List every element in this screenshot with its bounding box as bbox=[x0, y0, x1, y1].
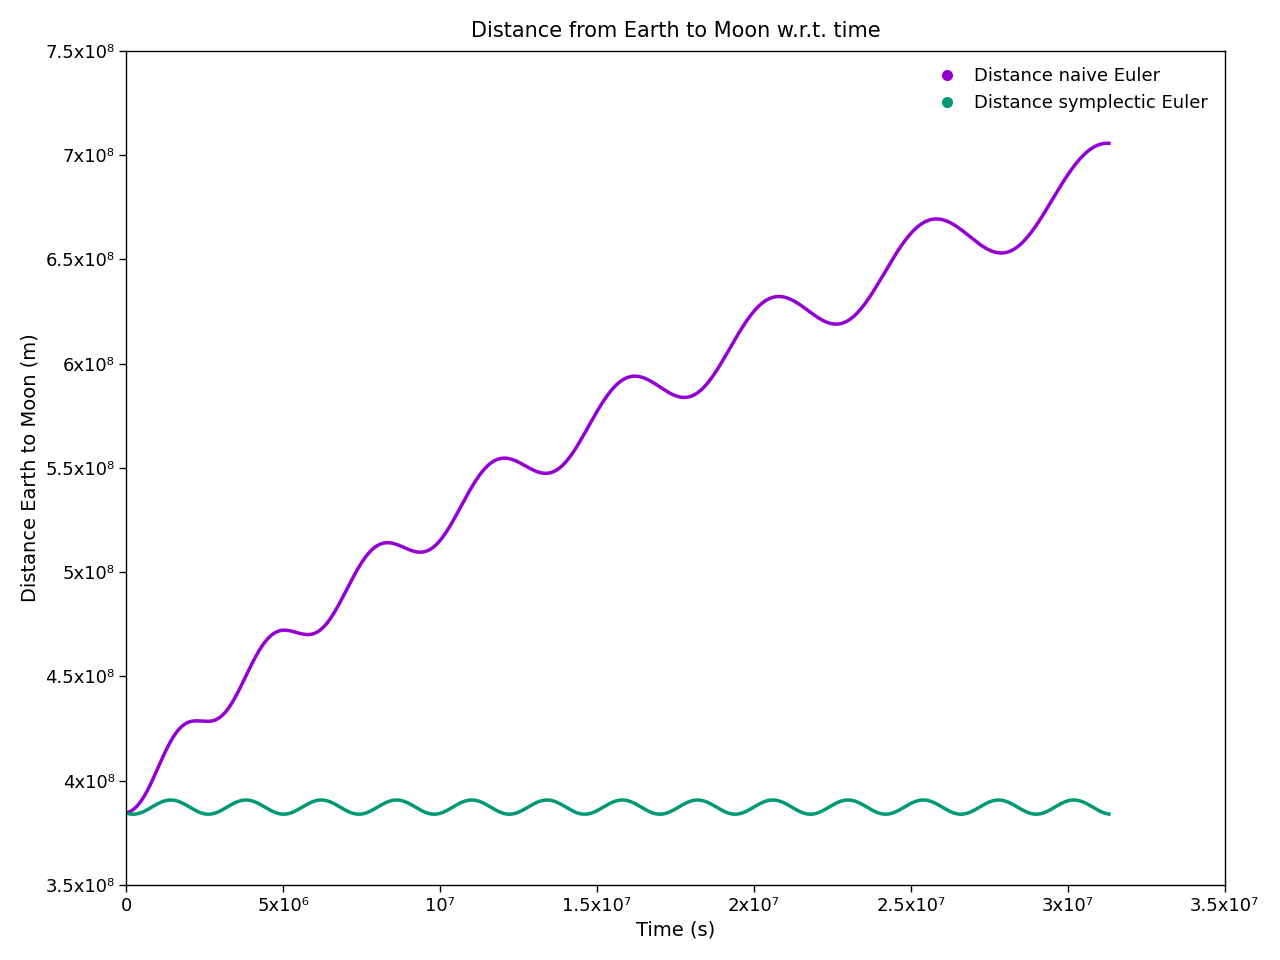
Distance naive Euler bbox=[349, 564, 365, 576]
Distance naive Euler bbox=[119, 807, 134, 819]
X-axis label: Time (s): Time (s) bbox=[636, 921, 716, 939]
Distance symplectic Euler bbox=[765, 794, 781, 805]
Title: Distance from Earth to Moon w.r.t. time: Distance from Earth to Moon w.r.t. time bbox=[471, 21, 881, 41]
Y-axis label: Distance Earth to Moon (m): Distance Earth to Moon (m) bbox=[20, 333, 40, 602]
Distance naive Euler bbox=[1069, 156, 1084, 168]
Distance naive Euler bbox=[1101, 137, 1116, 149]
Legend: Distance naive Euler, Distance symplectic Euler: Distance naive Euler, Distance symplecti… bbox=[922, 60, 1216, 119]
Line: Distance symplectic Euler: Distance symplectic Euler bbox=[127, 800, 1108, 814]
Line: Distance naive Euler: Distance naive Euler bbox=[127, 143, 1108, 813]
Distance symplectic Euler bbox=[1029, 808, 1044, 820]
Distance symplectic Euler bbox=[426, 808, 442, 820]
Distance naive Euler bbox=[451, 507, 466, 518]
Distance naive Euler bbox=[243, 660, 259, 672]
Distance symplectic Euler bbox=[243, 795, 259, 806]
Distance symplectic Euler bbox=[349, 808, 365, 820]
Distance naive Euler bbox=[1028, 220, 1043, 231]
Distance naive Euler bbox=[1100, 137, 1115, 149]
Distance symplectic Euler bbox=[119, 807, 134, 819]
Distance naive Euler bbox=[522, 463, 538, 474]
Distance symplectic Euler bbox=[451, 799, 466, 810]
Distance symplectic Euler bbox=[1069, 795, 1084, 806]
Distance symplectic Euler bbox=[1101, 808, 1116, 820]
Distance symplectic Euler bbox=[522, 801, 538, 812]
